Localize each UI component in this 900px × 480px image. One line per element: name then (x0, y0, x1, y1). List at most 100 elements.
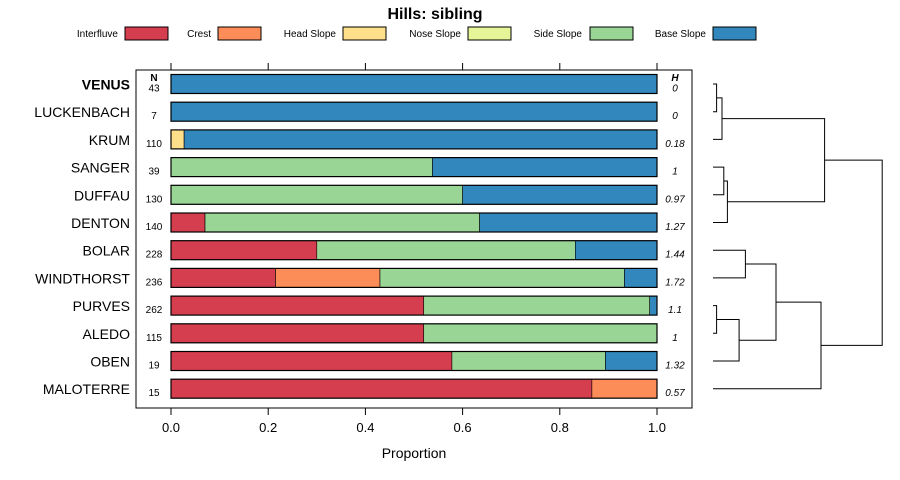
bar-outline (170, 129, 658, 150)
bar-segment (170, 101, 658, 122)
h-value: 0.97 (665, 194, 685, 205)
n-value: 140 (146, 222, 163, 233)
bar-segment (462, 185, 658, 205)
bar-segment (170, 185, 463, 205)
h-value: 0 (672, 84, 678, 95)
bar-segment (575, 240, 658, 260)
x-tick-label: 0.4 (356, 420, 374, 435)
n-value: 43 (148, 84, 160, 95)
n-value: 262 (146, 305, 163, 316)
n-value: 115 (146, 333, 162, 344)
bar-outline (170, 157, 658, 178)
bar-segment (649, 295, 658, 316)
legend: Interfluve Crest Head Slope Nose Slope Side … (77, 26, 757, 41)
n-column-header: N (150, 73, 157, 84)
h-value: 0.18 (665, 139, 685, 150)
category-label: PURVES (73, 298, 130, 314)
category-label: BOLAR (83, 243, 130, 259)
h-value: 1.44 (665, 250, 685, 261)
bar-segment (316, 240, 576, 260)
h-value: 1.32 (665, 361, 685, 372)
dendrogram-branch (739, 263, 777, 341)
category-label: KRUM (89, 132, 130, 148)
x-axis-label: Proportion (382, 445, 447, 461)
category-label: ALEDO (83, 326, 131, 342)
dendrogram-branch (722, 118, 826, 203)
bar-segment (170, 351, 453, 371)
legend-label: Side Slope (534, 29, 583, 40)
bar-outline (170, 184, 658, 205)
category-label: OBEN (90, 354, 130, 370)
bar-segment (204, 212, 480, 233)
x-axis: 0.0 0.2 0.4 0.6 0.8 1.0 (162, 63, 666, 435)
bar-outline (170, 212, 658, 233)
plot-frame (135, 69, 693, 409)
n-value: 39 (148, 167, 160, 178)
bar-outline (170, 73, 658, 95)
bar-outline (170, 323, 658, 344)
dendrogram-branch (713, 166, 725, 196)
bar-segment (170, 212, 206, 233)
category-label: DUFFAU (74, 187, 130, 203)
n-value: 228 (146, 250, 163, 261)
legend-label: Interfluve (77, 29, 119, 40)
legend-swatch (124, 26, 169, 41)
bar-segment (432, 157, 658, 177)
bar-segment (170, 268, 276, 288)
legend-swatch (589, 26, 634, 41)
x-tick-label: 0.8 (551, 420, 569, 435)
dendrogram-branch (713, 249, 746, 279)
h-value: 0.57 (665, 388, 685, 399)
bar-segment (423, 295, 651, 316)
bar-segment (591, 378, 658, 399)
bar-segment (423, 323, 658, 344)
category-label: VENUS (82, 77, 130, 93)
h-value: 1.72 (665, 277, 685, 288)
bar-outline (170, 240, 658, 261)
h-value: 1 (672, 167, 678, 178)
bar-segment (170, 129, 185, 150)
bar-segment (170, 74, 658, 94)
x-tick-label: 0.6 (454, 420, 472, 435)
chart-title: Hills: sibling (387, 6, 482, 23)
dendrogram-branch (713, 83, 718, 113)
category-labels: VENUS LUCKENBACH KRUM SANGER DUFFAU DENTON BOL… (34, 77, 130, 398)
n-value: 110 (146, 139, 162, 150)
legend-swatch (712, 26, 757, 41)
bar-segment (275, 268, 381, 288)
n-value: 7 (151, 111, 157, 122)
x-tick-label: 1.0 (648, 420, 666, 435)
bar-segment (170, 378, 593, 399)
category-label: WINDTHORST (35, 270, 130, 286)
bar-segment (479, 212, 658, 233)
dendrogram-branch (713, 305, 718, 334)
h-value: 1.27 (665, 222, 685, 233)
legend-label: Base Slope (655, 29, 707, 40)
x-tick-label: 0.2 (259, 420, 277, 435)
bar-segment (183, 129, 658, 150)
bar-outline (170, 267, 658, 288)
category-label: MALOTERRE (43, 381, 130, 397)
category-label: DENTON (71, 215, 130, 231)
legend-swatch (467, 26, 512, 41)
legend-swatch (217, 26, 262, 41)
category-label: LUCKENBACH (34, 104, 130, 120)
dendrogram (713, 83, 883, 390)
n-value: 236 (146, 277, 163, 288)
bar-segment (170, 157, 433, 177)
h-value: 1 (672, 333, 678, 344)
bar-outline (170, 378, 658, 399)
n-value: 19 (148, 361, 160, 372)
legend-label: Nose Slope (409, 29, 461, 40)
h-value: 0 (672, 111, 678, 122)
bar-segment (170, 240, 318, 260)
x-tick-label: 0.0 (162, 420, 180, 435)
dendrogram-branch (821, 159, 883, 346)
h-value: 1.1 (668, 305, 682, 316)
bar-outline (170, 101, 658, 122)
legend-swatch (342, 26, 387, 41)
bar-outline (170, 350, 658, 372)
bar-segment (170, 323, 425, 344)
n-value: 15 (148, 388, 160, 399)
